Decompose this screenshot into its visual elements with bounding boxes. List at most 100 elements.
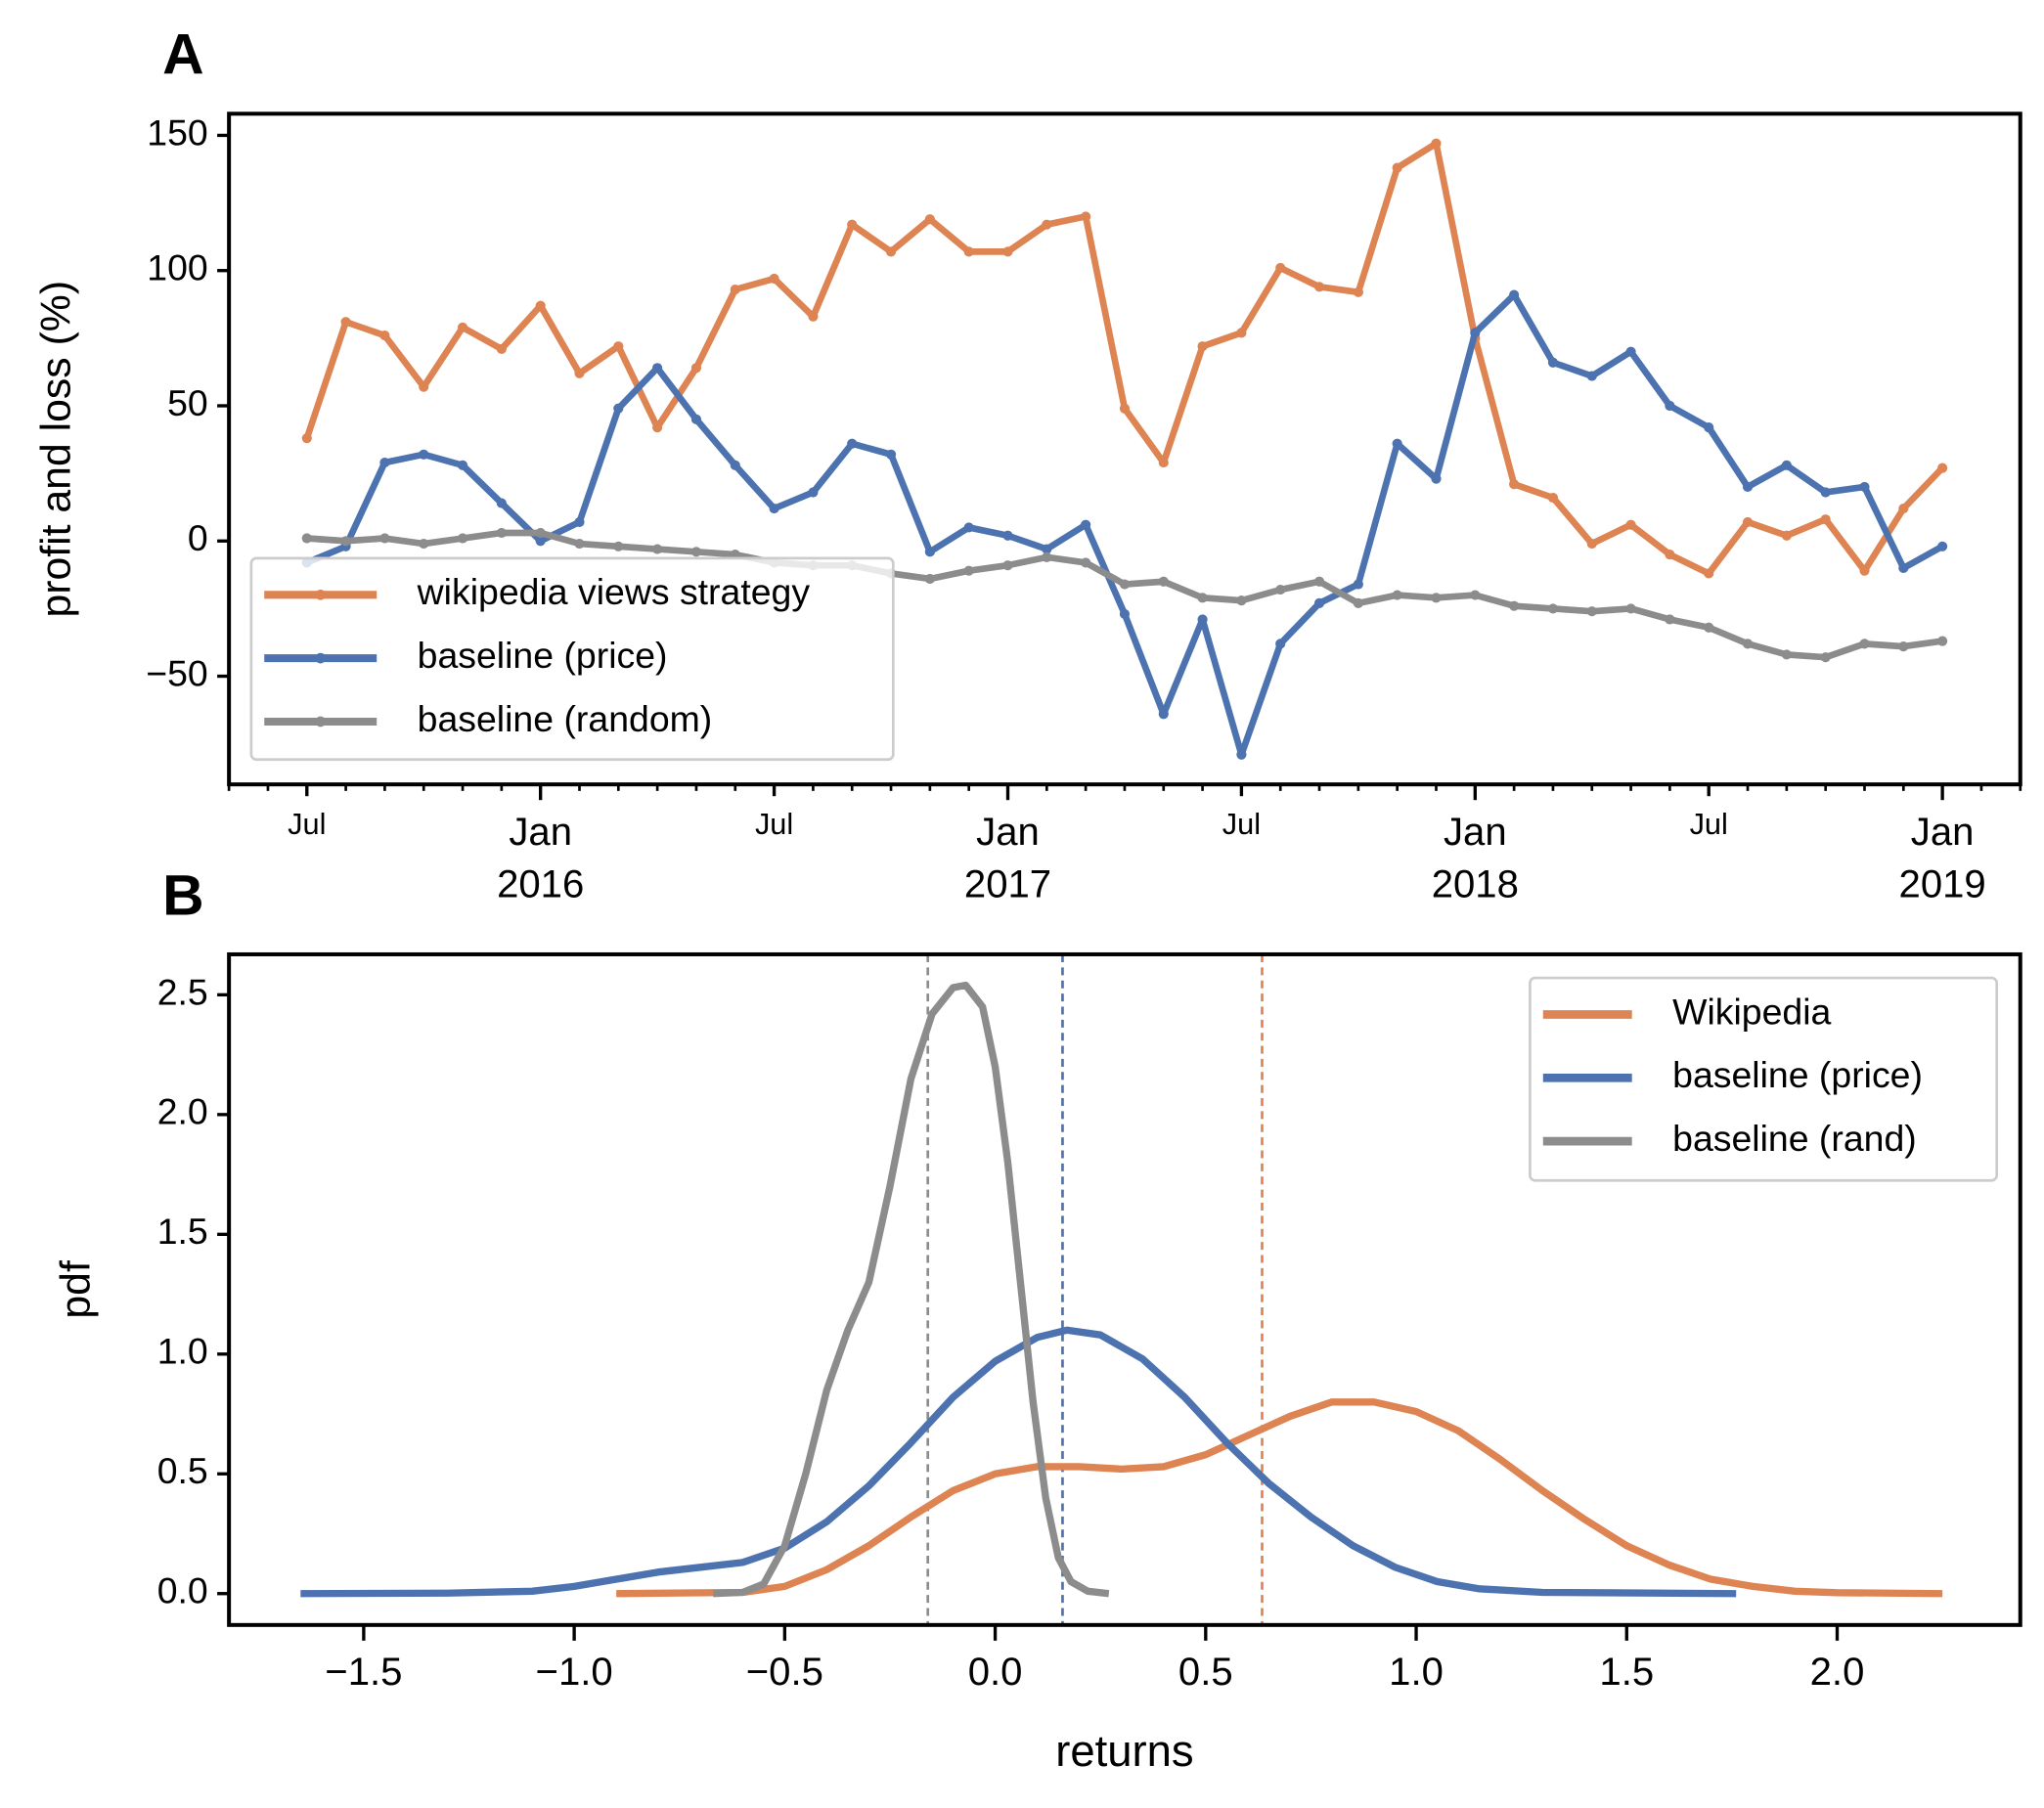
- point: [535, 300, 546, 311]
- point: [1586, 371, 1597, 381]
- y-axis-label: profit and loss (%): [33, 281, 80, 618]
- panel-label: B: [162, 863, 203, 927]
- y-tick-label: 100: [147, 247, 207, 288]
- x-tick-label: Jul: [288, 807, 326, 841]
- y-axis-label: pdf: [53, 1260, 100, 1319]
- legend-marker: [315, 589, 327, 600]
- point: [1509, 600, 1520, 611]
- point: [808, 311, 819, 322]
- x-tick-label: Jan 2019: [1899, 811, 1986, 905]
- point: [1859, 481, 1870, 493]
- point: [1353, 579, 1363, 590]
- point: [1781, 649, 1792, 660]
- point: [1898, 641, 1909, 652]
- point: [1275, 639, 1286, 649]
- x-tick-label: Jul: [755, 807, 793, 841]
- point: [1704, 422, 1714, 433]
- point: [1119, 608, 1131, 620]
- point: [1859, 565, 1870, 576]
- x-tick-label: 1.5: [1599, 1651, 1654, 1694]
- point: [1197, 341, 1208, 352]
- point: [1665, 614, 1675, 625]
- legend-label: wikipedia views strategy: [417, 571, 811, 612]
- point: [1119, 579, 1131, 590]
- point: [1742, 639, 1754, 649]
- point: [1470, 590, 1481, 600]
- x-tick-label: −1.0: [536, 1651, 613, 1694]
- x-tick-label-line: Jan: [509, 811, 572, 854]
- legend-marker: [315, 652, 327, 664]
- point: [652, 422, 663, 433]
- point: [1820, 652, 1831, 663]
- point: [963, 565, 974, 576]
- point: [1275, 262, 1286, 274]
- point: [1313, 282, 1325, 292]
- point: [1236, 328, 1247, 338]
- point: [1937, 636, 1948, 646]
- legend-label: baseline (rand): [1672, 1118, 1917, 1159]
- point: [847, 219, 858, 230]
- point: [1392, 162, 1402, 173]
- point: [457, 322, 468, 332]
- point: [301, 433, 312, 444]
- y-tick-label: 1.5: [157, 1211, 208, 1252]
- point: [1158, 457, 1169, 468]
- panel-label: A: [162, 23, 203, 87]
- x-tick-label: 0.0: [968, 1651, 1023, 1694]
- x-tick-label-line: Jan: [1444, 811, 1507, 854]
- axes-frame: [227, 951, 2022, 1627]
- point: [769, 273, 779, 285]
- point: [1509, 479, 1520, 490]
- point: [1547, 357, 1559, 368]
- point: [690, 414, 702, 424]
- point: [1158, 709, 1169, 720]
- legend-box: [249, 556, 895, 762]
- point: [1002, 530, 1013, 541]
- point: [1625, 346, 1636, 357]
- x-tick-label: 2.0: [1810, 1651, 1865, 1694]
- point: [340, 317, 351, 328]
- y-tick-label: 0: [188, 517, 208, 558]
- point: [847, 438, 858, 449]
- point: [419, 449, 429, 460]
- point: [419, 381, 429, 392]
- point: [1742, 516, 1754, 527]
- axes-frame: [227, 111, 2022, 787]
- point: [1081, 557, 1091, 568]
- x-tick-label: Jul: [1690, 807, 1728, 841]
- legend-marker: [315, 716, 327, 728]
- legend-label: baseline (price): [1672, 1054, 1923, 1095]
- x-tick-label-line: 2019: [1899, 862, 1986, 905]
- point: [1937, 541, 1948, 551]
- series-line: [303, 140, 1945, 577]
- point: [1820, 514, 1831, 525]
- point: [924, 547, 935, 557]
- x-tick-label: 0.5: [1178, 1651, 1233, 1694]
- point: [574, 368, 585, 378]
- x-tick-label-line: 2017: [964, 862, 1051, 905]
- point: [1937, 463, 1948, 473]
- point: [652, 544, 663, 554]
- point: [1392, 438, 1402, 449]
- point: [1313, 597, 1325, 608]
- point: [613, 403, 624, 414]
- point: [1042, 551, 1052, 562]
- x-tick-label: Jan 2016: [497, 811, 584, 905]
- point: [301, 533, 312, 544]
- legend-label: baseline (price): [418, 635, 668, 676]
- point: [574, 516, 585, 527]
- point: [1081, 211, 1091, 222]
- x-tick-label: Jan 2017: [964, 811, 1051, 905]
- point: [1625, 603, 1636, 614]
- point: [1470, 328, 1481, 338]
- point: [1236, 595, 1247, 606]
- y-tick-label: 2.5: [157, 971, 208, 1012]
- point: [1431, 138, 1442, 149]
- point: [419, 538, 429, 550]
- legend-label: Wikipedia: [1672, 991, 1831, 1032]
- point: [1547, 492, 1559, 504]
- y-tick-label: −50: [146, 652, 207, 693]
- point: [1898, 504, 1909, 514]
